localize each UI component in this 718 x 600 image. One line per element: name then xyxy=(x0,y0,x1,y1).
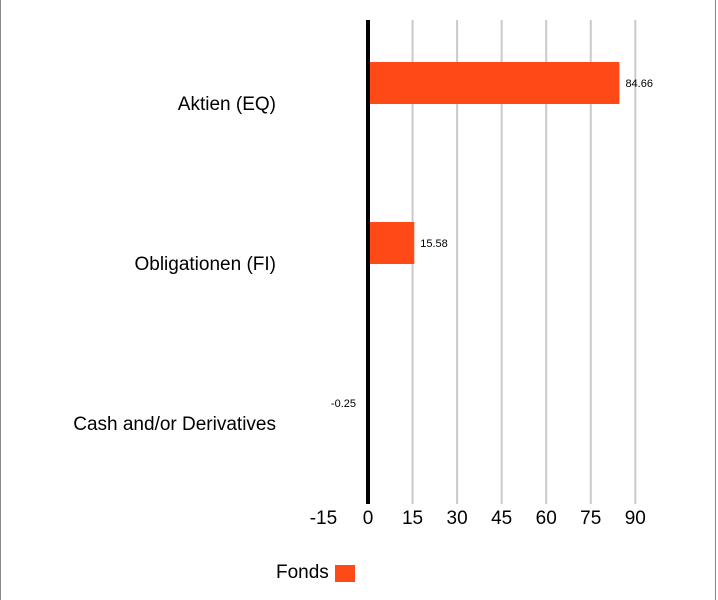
x-tick-label: 30 xyxy=(447,508,468,529)
bar-chart: Aktien (EQ) Obligationen (FI) Cash and/or … xyxy=(73,20,653,529)
category-label: Obligationen (FI) xyxy=(134,254,276,275)
data-label: -0.25 xyxy=(331,398,356,410)
x-tick-label: 60 xyxy=(536,508,557,529)
legend: Fonds xyxy=(276,561,355,585)
bar xyxy=(368,62,620,104)
data-label: 84.66 xyxy=(625,78,653,90)
legend-swatch xyxy=(334,564,355,582)
legend-label: Fonds xyxy=(276,562,329,583)
x-tick-labels: -15 0 15 30 45 60 75 90 xyxy=(310,508,646,529)
x-tick-label: 75 xyxy=(580,508,601,529)
data-labels: 84.66 15.58 -0.25 xyxy=(331,78,653,410)
bars xyxy=(367,62,620,424)
x-tick-label: 0 xyxy=(363,508,374,529)
category-labels: Aktien (EQ) Obligationen (FI) Cash and/or … xyxy=(73,94,276,435)
bar xyxy=(368,222,415,264)
x-tick-label: 45 xyxy=(491,508,512,529)
x-tick-label: 15 xyxy=(402,508,423,529)
data-label: 15.58 xyxy=(420,238,448,250)
category-label: Cash and/or Derivatives xyxy=(73,414,276,435)
x-tick-label: -15 xyxy=(310,508,337,529)
x-tick-label: 90 xyxy=(625,508,646,529)
category-label: Aktien (EQ) xyxy=(178,94,276,115)
